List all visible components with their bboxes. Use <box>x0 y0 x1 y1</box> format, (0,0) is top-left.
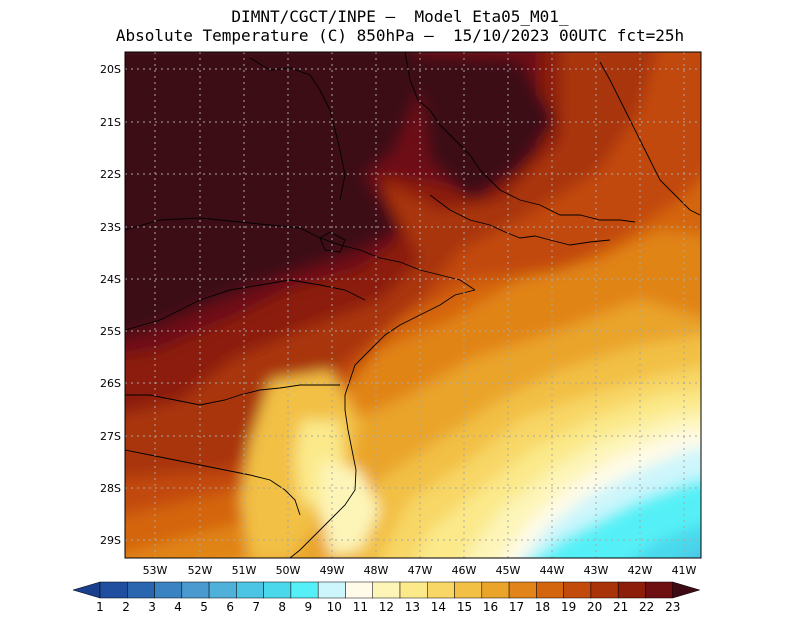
colorbar-swatch <box>127 581 155 599</box>
colorbar-label: 8 <box>278 600 286 614</box>
colorbar-swatch <box>508 581 537 599</box>
colorbar-label: 5 <box>200 600 208 614</box>
lon-label: 41W <box>672 564 697 577</box>
colorbar-swatch <box>345 581 373 599</box>
colorbar-swatch <box>563 581 592 599</box>
colorbar-label: 17 <box>509 600 524 614</box>
colorbar-max-arrow <box>672 581 701 599</box>
colorbar-swatch <box>454 581 483 599</box>
lon-label: 47W <box>408 564 433 577</box>
colorbar-label: 20 <box>587 600 602 614</box>
colorbar-swatch <box>317 581 346 599</box>
colorbar-min-arrow <box>72 581 101 599</box>
lat-label: 24S <box>100 273 121 286</box>
lat-label: 21S <box>100 116 121 129</box>
lon-label: 46W <box>452 564 477 577</box>
colorbar-swatch <box>617 581 646 599</box>
colorbar-label: 4 <box>174 600 182 614</box>
colorbar-label: 13 <box>405 600 420 614</box>
lat-label: 28S <box>100 482 121 495</box>
lat-label: 23S <box>100 221 121 234</box>
borders <box>125 52 701 558</box>
colorbar-label: 18 <box>535 600 550 614</box>
temperature-field <box>125 52 701 558</box>
colorbar: 1 2 3 4 5 6 7 8 9 10 11 12 13 14 15 16 17 18 19 20 21 22 23 <box>72 581 701 614</box>
colorbar-label: 21 <box>613 600 628 614</box>
colorbar-label: 10 <box>327 600 342 614</box>
lat-label: 20S <box>100 63 121 76</box>
colorbar-label: 3 <box>148 600 156 614</box>
colorbar-swatch <box>154 581 183 599</box>
colorbar-label: 16 <box>483 600 498 614</box>
colorbar-swatch <box>263 581 292 599</box>
lon-label: 52W <box>188 564 213 577</box>
lon-label: 43W <box>584 564 609 577</box>
colorbar-swatch <box>208 581 237 599</box>
colorbar-swatch <box>99 581 128 599</box>
colorbar-label: 6 <box>226 600 234 614</box>
lon-label: 51W <box>232 564 257 577</box>
colorbar-swatch <box>590 581 619 599</box>
colorbar-swatch <box>536 581 564 599</box>
lat-label: 22S <box>100 168 121 181</box>
colorbar-label: 2 <box>122 600 130 614</box>
colorbar-swatch <box>236 581 264 599</box>
map-frame <box>124 51 702 559</box>
colorbar-swatch <box>181 581 210 599</box>
colorbar-swatch <box>645 581 673 599</box>
lat-label: 26S <box>100 377 121 390</box>
lon-label: 48W <box>364 564 389 577</box>
lat-label: 27S <box>100 430 121 443</box>
lon-label: 45W <box>496 564 521 577</box>
colorbar-swatch <box>290 581 319 599</box>
colorbar-label: 12 <box>379 600 394 614</box>
colorbar-label: 9 <box>304 600 312 614</box>
colorbar-label: 11 <box>353 600 368 614</box>
lon-label: 42W <box>628 564 653 577</box>
colorbar-label: 19 <box>561 600 576 614</box>
lon-label: 49W <box>320 564 345 577</box>
colorbar-swatch <box>481 581 510 599</box>
lat-label: 29S <box>100 534 121 547</box>
lon-label: 44W <box>540 564 565 577</box>
colorbar-swatch <box>427 581 455 599</box>
lon-label: 50W <box>276 564 301 577</box>
colorbar-swatch <box>372 581 401 599</box>
colorbar-label: 14 <box>431 600 446 614</box>
graticule <box>125 52 701 558</box>
lat-label: 25S <box>100 325 121 338</box>
latitude-labels: 20S 21S 22S 23S 24S 25S 26S 27S 28S 29S <box>100 63 121 547</box>
map-title-line-2: Absolute Temperature (C) 850hPa – 15/10/… <box>115 26 685 45</box>
colorbar-label: 22 <box>639 600 654 614</box>
longitude-labels: 53W 52W 51W 50W 49W 48W 47W 46W 45W 44W … <box>143 564 697 577</box>
lon-label: 53W <box>143 564 168 577</box>
colorbar-label: 1 <box>96 600 104 614</box>
colorbar-swatch <box>399 581 428 599</box>
colorbar-label: 7 <box>252 600 260 614</box>
colorbar-label: 15 <box>457 600 472 614</box>
map-title-line-1: DIMNT/CGCT/INPE – Model Eta05_M01_ <box>231 7 569 26</box>
colorbar-label: 23 <box>665 600 680 614</box>
